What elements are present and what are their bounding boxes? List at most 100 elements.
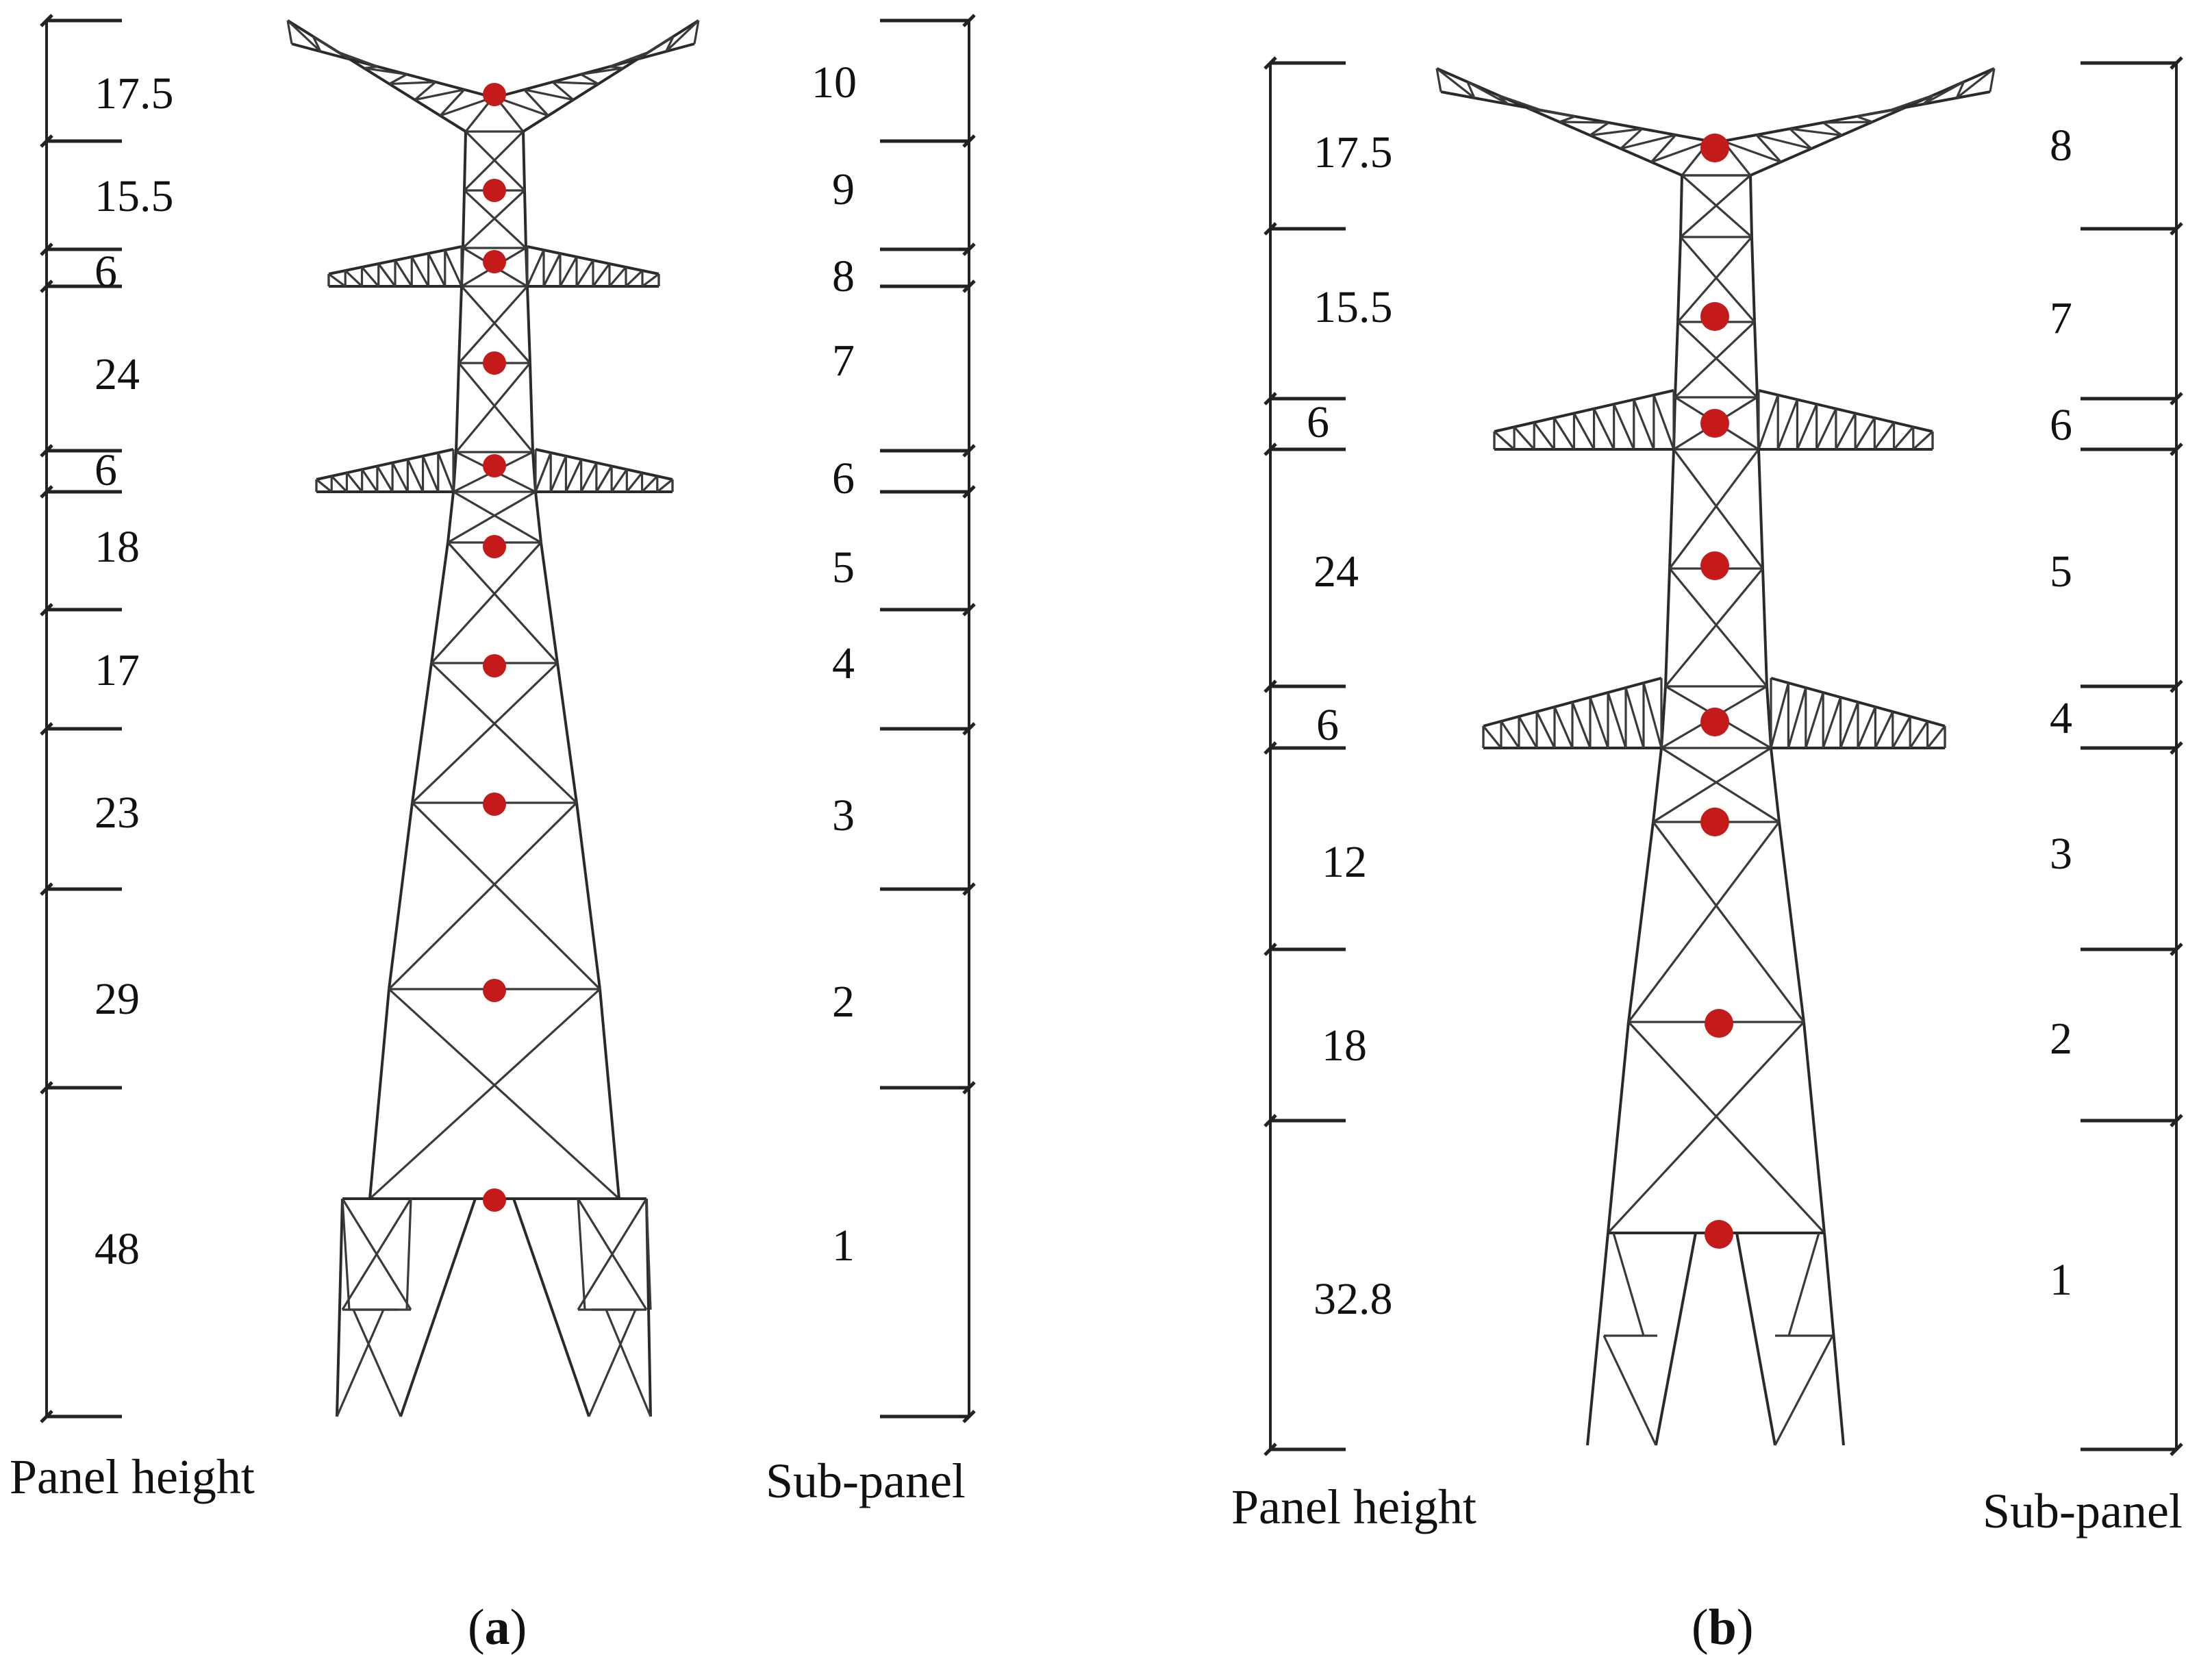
sub-panel-number: 5: [2050, 547, 2072, 597]
tower-leg: [388, 802, 414, 990]
crossarm-diagonal: [1535, 711, 1556, 749]
tower-leg: [1735, 1232, 1776, 1446]
dimension-tick-slash: [962, 485, 976, 499]
base-panel-brace: [341, 1198, 412, 1310]
crossarm-diagonal: [328, 273, 347, 288]
panel-height-value: 18: [95, 522, 140, 572]
tower-leg: [540, 542, 559, 664]
dimension-tick-slash: [962, 1081, 976, 1095]
base-panel-post: [405, 1198, 412, 1310]
crossarm-diagonal: [1822, 697, 1842, 749]
node-markers-b: [1700, 134, 1733, 1249]
dimension-tick-slash: [2170, 442, 2183, 456]
peak-arm-web: [1620, 134, 1676, 150]
crossarm-chord: [1758, 389, 1933, 433]
crossarm-diagonal: [391, 462, 409, 492]
sub-panel-number: 2: [2050, 1014, 2072, 1064]
tower-leg: [1664, 568, 1671, 687]
node-marker: [483, 535, 506, 558]
peak-arm-web: [440, 96, 494, 117]
tower-brace: [1674, 321, 1756, 399]
peak-arm-web: [1789, 127, 1813, 150]
sub-panel-number: 1: [832, 1221, 855, 1271]
crossarm-diagonal: [1593, 408, 1616, 450]
dimension-tick-slash: [40, 279, 53, 293]
crossarm-diagonal: [331, 475, 348, 493]
crossarm-diagonal: [592, 263, 611, 287]
base-brace: [605, 1309, 652, 1417]
crossarm-diagonal: [625, 269, 644, 288]
caption-letter: b: [1709, 1599, 1737, 1656]
tower-leg: [1823, 1232, 1845, 1446]
crossarm-diagonal: [1633, 399, 1655, 450]
sub-panel-number: 8: [2050, 121, 2072, 171]
peak-arm-web: [388, 73, 407, 85]
crossarm-diagonal: [1839, 701, 1859, 749]
tower-brace: [1679, 174, 1752, 238]
tower-leg: [1652, 747, 1663, 823]
tower-brace: [1627, 1021, 1826, 1234]
sub-panel-number: 6: [832, 453, 855, 503]
crossarm-diagonal: [610, 469, 628, 492]
dimension-tick-slash: [40, 1081, 53, 1095]
dimension-tick-slash: [962, 882, 976, 896]
tower-brace: [430, 662, 578, 804]
node-marker: [483, 179, 506, 202]
panel-height-value: 15.5: [1314, 282, 1393, 332]
panel-height-value: 24: [1314, 547, 1359, 597]
peak-arm-chord: [291, 42, 494, 99]
tower-brace: [1676, 321, 1759, 399]
tower-brace: [430, 541, 542, 664]
crossarm-diagonal: [344, 269, 363, 288]
base-panel-post: [645, 1198, 652, 1310]
crossarm-diagonal: [1912, 430, 1934, 451]
panel-height-value: 29: [95, 974, 140, 1024]
panel-height-value: 15.5: [95, 171, 174, 221]
crossarm-diagonal: [410, 256, 429, 287]
dimension-tick-slash: [1264, 56, 1277, 70]
panel-height-value: 18: [1322, 1021, 1367, 1071]
crossarm-diagonal: [1926, 725, 1946, 749]
tower-leg: [336, 1198, 344, 1417]
peak-arm-web: [286, 20, 293, 45]
sub-panel-number: 9: [832, 164, 855, 214]
peak-arm-web: [286, 19, 322, 53]
dimension-tick-slash: [40, 603, 53, 616]
crossarm-diagonal: [1500, 721, 1520, 749]
tower-leg: [575, 802, 601, 990]
tower-brace: [1664, 567, 1764, 688]
tower-brace: [457, 285, 529, 364]
crossarm-diagonal: [641, 475, 658, 493]
tower-brace: [447, 541, 559, 664]
tower-brace: [368, 988, 601, 1200]
dimension-tick-slash: [40, 1410, 53, 1423]
crossarm-diagonal: [1874, 421, 1895, 450]
sub-panel-number: 4: [832, 638, 855, 688]
dimension-tick-slash: [962, 242, 976, 256]
crossarm-diagonal: [394, 260, 413, 287]
panel-height-axis-a: 17.5 15.5 6 24 6 18 17 23 29 48: [40, 14, 174, 1423]
crossarm-diagonal: [1553, 706, 1574, 749]
crossarm-diagonal: [534, 452, 552, 492]
dimension-tick-slash: [2170, 56, 2183, 70]
peak-arm-web: [551, 81, 575, 101]
tower-leg: [457, 286, 463, 364]
peak-arm-web: [665, 19, 700, 53]
node-marker: [1705, 1220, 1733, 1249]
peak-arm-web: [495, 96, 549, 117]
tower-leg: [599, 988, 620, 1199]
crossarm-diagonal: [437, 452, 455, 492]
tower-leg: [1757, 449, 1764, 569]
crossarm-diagonal: [526, 249, 545, 287]
crossarm-diagonal: [1854, 417, 1876, 450]
panel-height-axis-b: 17.5 15.5 6 24 6 12 18 32.8: [1264, 56, 1393, 1456]
peak-arm-web: [1955, 81, 1965, 99]
crossarm-diagonal: [542, 253, 562, 287]
tower-leg: [556, 662, 578, 803]
crossarm-diagonal: [1815, 408, 1837, 450]
node-marker: [1700, 302, 1729, 331]
peak-arm-web: [1497, 94, 1542, 112]
crossarm-diagonal: [406, 458, 425, 492]
panel-height-value: 24: [95, 349, 140, 399]
sub-panel-number: 10: [812, 58, 857, 108]
